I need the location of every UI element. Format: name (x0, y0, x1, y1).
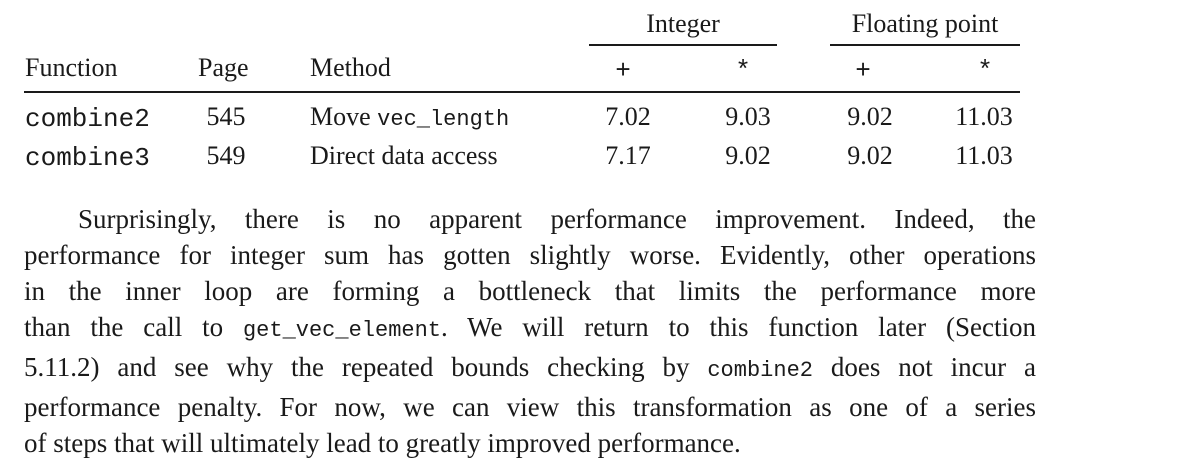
row-integer-multiply: 9.02 (725, 141, 771, 170)
paragraph-line: performance for integer sum has gotten s… (24, 240, 1036, 270)
body-paragraph: Surprisingly, there is no apparent perfo… (24, 201, 1036, 461)
row-method: Move vec_length (310, 102, 509, 135)
paragraph-text: than the call to (24, 312, 243, 342)
column-header-integer-add: + (615, 56, 631, 86)
inline-code-get-vec-element: get_vec_element (242, 318, 442, 343)
row-fp-multiply: 11.03 (955, 102, 1013, 131)
paragraph-line: in the inner loop are forming a bottlene… (24, 276, 1036, 306)
paragraph-line: of steps that will ultimately lead to gr… (24, 428, 741, 458)
row-integer-add: 7.17 (605, 141, 651, 170)
paragraph-line: Surprisingly, there is no apparent perfo… (24, 201, 1036, 237)
column-header-method: Method (310, 53, 391, 82)
paragraph-text: does not incur a (812, 352, 1037, 382)
column-header-function: Function (25, 53, 118, 82)
row-method: Direct data access (310, 141, 498, 174)
row-function: combine2 (25, 104, 150, 134)
integer-group-header: Integer (646, 9, 720, 38)
row-function: combine3 (25, 143, 150, 173)
row-method-text: Move (310, 102, 378, 131)
paragraph-line: than the call to get_vec_element. We wil… (24, 309, 1036, 349)
row-integer-multiply: 9.03 (725, 102, 771, 131)
paragraph-text: Surprisingly, there is no apparent perfo… (78, 204, 1036, 234)
floating-point-group-header: Floating point (851, 9, 999, 38)
paragraph-line: performance penalty. For now, we can vie… (24, 392, 1036, 422)
paragraph-text: 5.11.2) and see why the repeated bounds … (24, 352, 708, 382)
inline-code-combine2: combine2 (707, 358, 813, 383)
row-page: 549 (206, 141, 246, 170)
integer-group-rule (589, 44, 777, 46)
header-rule (24, 91, 1020, 93)
row-integer-add: 7.02 (605, 102, 651, 131)
column-header-page: Page (198, 53, 249, 82)
column-header-integer-multiply: * (735, 56, 751, 86)
column-header-fp-add: + (855, 56, 871, 86)
row-method-code: vec_length (377, 107, 510, 132)
row-page: 545 (206, 102, 246, 131)
row-method-text: Direct data access (310, 141, 498, 170)
column-header-fp-multiply: * (977, 56, 993, 86)
floating-point-group-rule (830, 44, 1020, 46)
row-fp-add: 9.02 (847, 102, 893, 131)
paragraph-text: . We will return to this function later … (441, 312, 1037, 342)
row-fp-add: 9.02 (847, 141, 893, 170)
paragraph-line: 5.11.2) and see why the repeated bounds … (24, 349, 1036, 389)
row-fp-multiply: 11.03 (955, 141, 1013, 170)
